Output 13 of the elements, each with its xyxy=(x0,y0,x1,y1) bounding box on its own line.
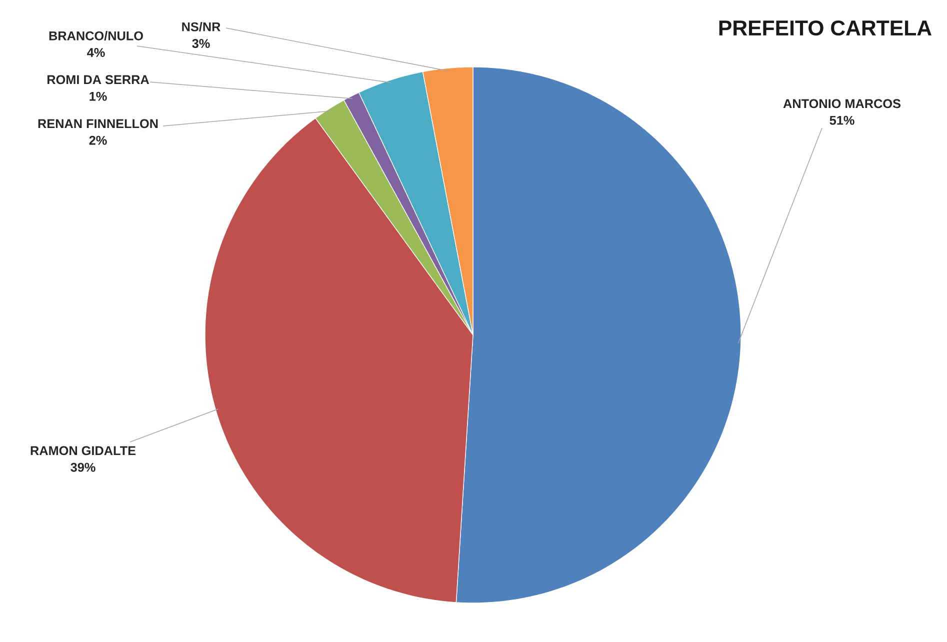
slice-label: RENAN FINNELLON xyxy=(38,119,158,128)
data-label: 1% xyxy=(90,92,107,101)
slice-label: ANTONIO MARCOS xyxy=(783,99,900,108)
slice-label: ROMI DA SERRA xyxy=(47,75,150,84)
data-label: 51% xyxy=(830,116,854,125)
slice-label: RAMON GIDALTE xyxy=(30,446,136,456)
data-label: 2% xyxy=(89,136,107,145)
slice-label: NS/NR xyxy=(182,22,220,32)
data-label: 3% xyxy=(192,38,210,48)
chart-title: PREFEITO CARTELA xyxy=(719,20,932,36)
data-label: 4% xyxy=(87,48,105,57)
slice-label: BRANCO/NULO xyxy=(49,31,143,40)
data-label: 39% xyxy=(70,462,96,472)
